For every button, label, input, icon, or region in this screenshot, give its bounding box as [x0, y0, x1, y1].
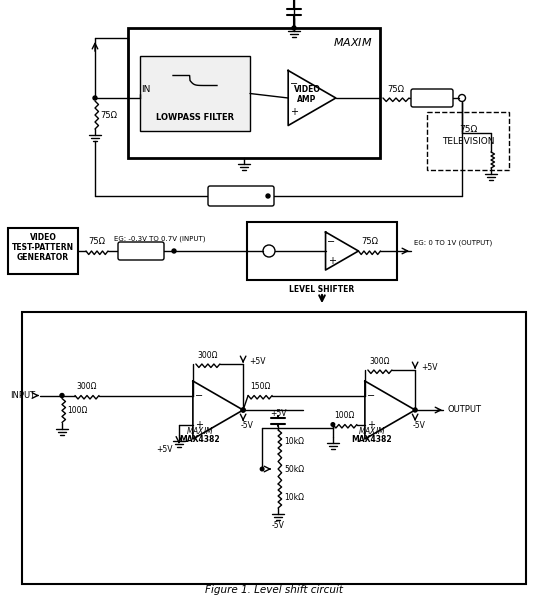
Text: +5V: +5V — [156, 445, 173, 454]
Circle shape — [266, 194, 270, 198]
Text: 75Ω: 75Ω — [459, 125, 477, 134]
Polygon shape — [193, 381, 243, 439]
Text: 75Ω: 75Ω — [361, 238, 378, 247]
Text: +: + — [290, 107, 298, 117]
Polygon shape — [365, 381, 415, 439]
Text: +: + — [328, 256, 335, 266]
Circle shape — [60, 393, 64, 398]
Text: +5V: +5V — [421, 364, 438, 373]
Text: +5V: +5V — [270, 408, 287, 417]
Circle shape — [292, 26, 296, 30]
Text: 100Ω: 100Ω — [67, 406, 87, 415]
Text: 150Ω: 150Ω — [250, 382, 270, 391]
Text: GENERATOR: GENERATOR — [17, 254, 69, 263]
Bar — [22, 312, 526, 584]
Circle shape — [241, 408, 245, 412]
Circle shape — [172, 249, 176, 253]
Text: -5V: -5V — [413, 421, 426, 430]
Text: LOWPASS FILTER: LOWPASS FILTER — [156, 112, 234, 122]
Text: 10kΩ: 10kΩ — [284, 438, 304, 447]
Text: EG: -0.3V TO 0.7V (INPUT): EG: -0.3V TO 0.7V (INPUT) — [114, 236, 205, 242]
Bar — [8, 228, 78, 274]
Text: 75Ω: 75Ω — [88, 238, 105, 247]
Text: 75Ω: 75Ω — [100, 110, 117, 119]
Circle shape — [413, 408, 417, 412]
Circle shape — [241, 408, 245, 412]
Text: VIDEO: VIDEO — [294, 85, 321, 94]
Text: +: + — [367, 420, 375, 429]
Text: IN: IN — [141, 85, 150, 94]
Bar — [140, 56, 250, 131]
Text: MAX4382: MAX4382 — [352, 435, 393, 445]
Text: +5V: +5V — [249, 358, 266, 367]
Text: INPUT: INPUT — [10, 391, 35, 400]
Text: AMP: AMP — [298, 94, 317, 103]
Text: 100Ω: 100Ω — [335, 411, 355, 420]
Text: VIDEO: VIDEO — [30, 233, 57, 242]
Text: $\mathit{MAXIM}$: $\mathit{MAXIM}$ — [333, 36, 372, 48]
Text: 300Ω: 300Ω — [198, 350, 218, 359]
FancyBboxPatch shape — [411, 89, 453, 107]
Polygon shape — [326, 232, 358, 270]
Text: −: − — [367, 390, 375, 401]
Circle shape — [331, 423, 335, 426]
Text: −: − — [290, 79, 298, 89]
Text: −: − — [328, 236, 335, 247]
Text: $\mathit{MAXIM}$: $\mathit{MAXIM}$ — [186, 424, 214, 435]
Circle shape — [260, 467, 264, 471]
Text: 50kΩ: 50kΩ — [284, 464, 304, 473]
Text: TELEVISION: TELEVISION — [442, 137, 494, 146]
Bar — [128, 28, 380, 158]
Text: Figure 1. Level shift circuit: Figure 1. Level shift circuit — [205, 585, 343, 595]
Text: 75Ω: 75Ω — [388, 85, 405, 94]
Bar — [247, 222, 397, 280]
Text: +: + — [195, 420, 203, 429]
Text: EG: 0 TO 1V (OUTPUT): EG: 0 TO 1V (OUTPUT) — [414, 240, 492, 246]
Text: 300Ω: 300Ω — [77, 382, 97, 391]
Text: MAX4382: MAX4382 — [180, 435, 220, 445]
Text: OUTPUT: OUTPUT — [447, 405, 481, 414]
Bar — [427, 112, 509, 170]
Text: 10kΩ: 10kΩ — [284, 494, 304, 503]
Text: -5V: -5V — [272, 522, 284, 531]
FancyBboxPatch shape — [118, 242, 164, 260]
Text: TEST-PATTERN: TEST-PATTERN — [12, 244, 74, 253]
Polygon shape — [288, 70, 336, 125]
Text: 300Ω: 300Ω — [369, 356, 390, 365]
Text: -5V: -5V — [241, 421, 254, 430]
FancyBboxPatch shape — [208, 186, 274, 206]
Text: LEVEL SHIFTER: LEVEL SHIFTER — [289, 285, 355, 294]
Text: −: − — [195, 390, 203, 401]
Text: $\mathit{MAXIM}$: $\mathit{MAXIM}$ — [358, 424, 386, 435]
Circle shape — [93, 96, 97, 100]
